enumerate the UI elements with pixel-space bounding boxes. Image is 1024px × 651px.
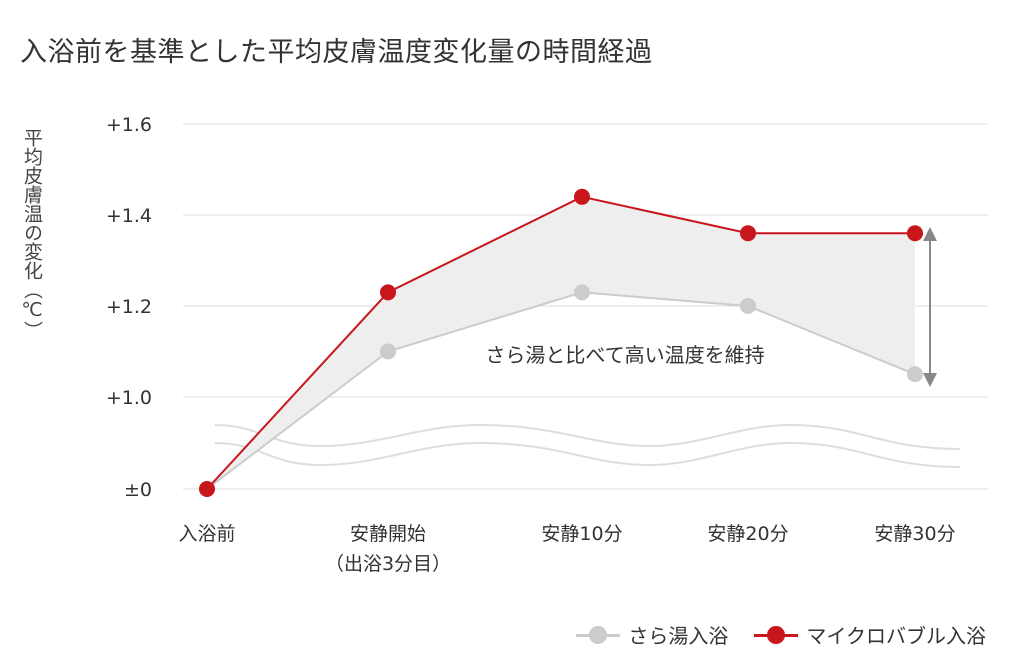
legend: さら湯入浴 マイクロバブル入浴 (550, 620, 986, 649)
data-point (380, 343, 396, 360)
x-tick-label: 安静30分 (874, 523, 955, 545)
data-point (199, 481, 215, 497)
legend-item-microbubble: マイクロバブル入浴 (754, 620, 986, 649)
y-tick-label: +1.4 (106, 205, 152, 227)
y-tick-labels: ±0 +1.0 +1.2 +1.4 +1.6 (106, 114, 152, 501)
legend-item-plain: さら湯入浴 (576, 620, 728, 649)
x-tick-label: 入浴前 (178, 523, 235, 545)
axis-break (214, 423, 961, 468)
data-point (907, 225, 923, 242)
data-point (574, 188, 590, 205)
y-axis-label: 平均皮膚温の変化（℃） (21, 128, 43, 340)
x-tick-label: 安静20分 (707, 523, 788, 545)
annotation-text: さら湯と比べて高い温度を維持 (485, 343, 764, 367)
legend-label-microbubble: マイクロバブル入浴 (806, 624, 986, 648)
data-point (740, 298, 756, 314)
series-points (199, 188, 923, 497)
legend-label-plain: さら湯入浴 (628, 624, 729, 648)
y-tick-label: ±0 (124, 479, 152, 501)
data-point (574, 284, 590, 301)
chart-title: 入浴前を基準とした平均皮膚温度変化量の時間経過 (20, 37, 653, 68)
data-point (907, 366, 923, 383)
x-tick-label: 安静開始（出浴3分目） (325, 523, 451, 575)
x-tick-label: 安静10分 (541, 523, 622, 545)
x-tick-labels: 入浴前 安静開始（出浴3分目） 安静10分 安静20分 安静30分 (178, 523, 955, 575)
difference-area-fill (207, 196, 915, 490)
data-point (380, 284, 396, 301)
legend-swatch-microbubble (754, 625, 799, 645)
axis-break-wave (214, 441, 961, 468)
legend-swatch-plain (576, 625, 621, 645)
y-tick-label: +1.2 (106, 296, 152, 318)
y-tick-label: +1.6 (106, 114, 152, 136)
y-tick-label: +1.0 (106, 387, 152, 409)
axis-break-wave (214, 423, 961, 450)
difference-area (207, 196, 915, 490)
data-point (740, 225, 756, 242)
